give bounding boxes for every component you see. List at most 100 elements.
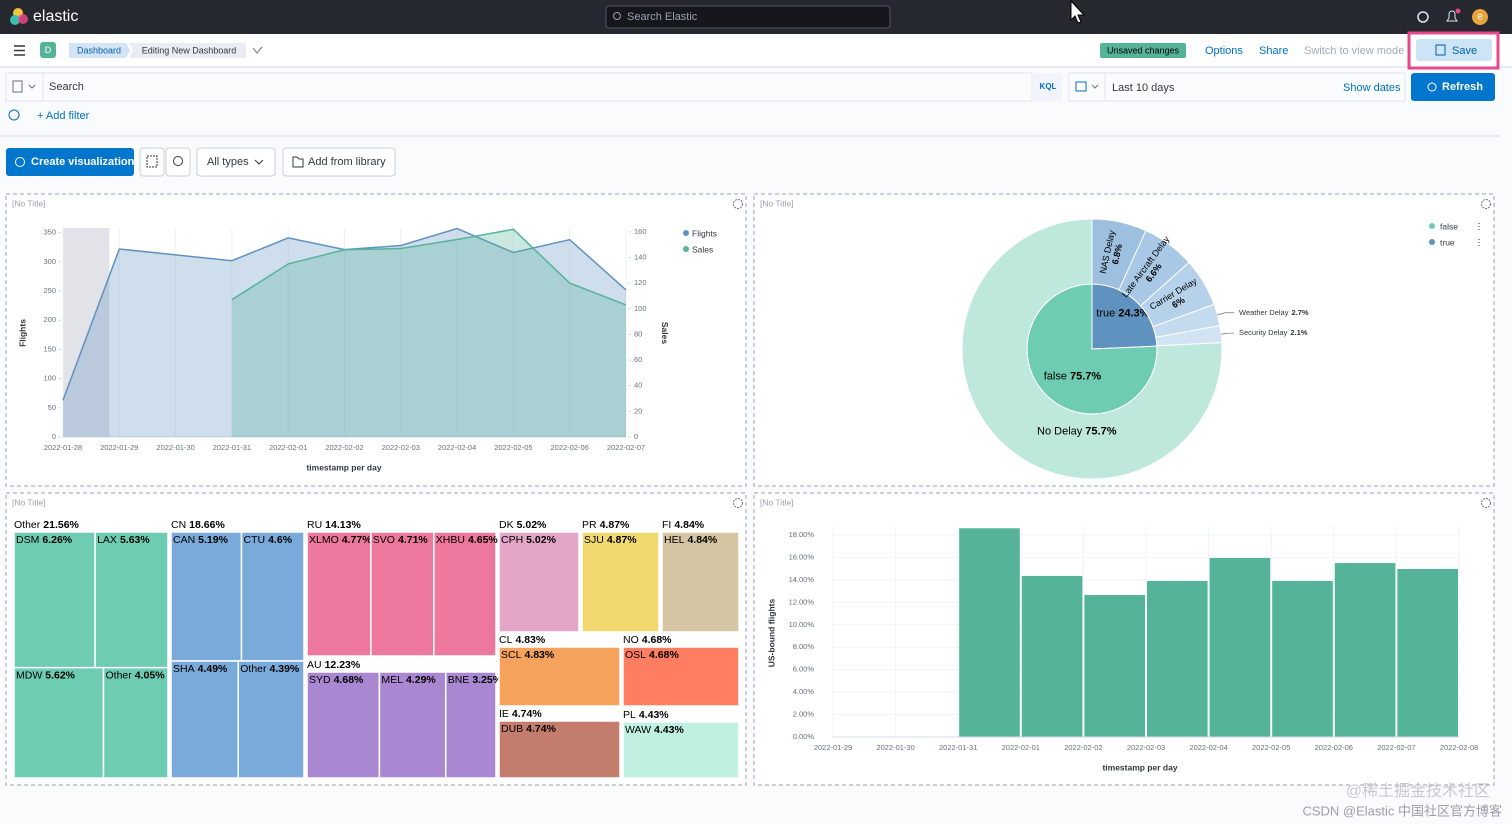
leader-line xyxy=(1217,312,1234,316)
label-name: IE xyxy=(499,708,509,720)
avatar[interactable] xyxy=(1472,9,1488,25)
time-range[interactable]: Last 10 days xyxy=(1112,82,1175,94)
news-icon[interactable] xyxy=(1446,10,1458,22)
tick-label: 2022-02-05 xyxy=(494,443,532,452)
tick-label: 2022-02-07 xyxy=(1377,743,1415,752)
tick-label: 2022-02-07 xyxy=(607,443,645,452)
tile xyxy=(306,531,372,657)
label-value: 4.6% xyxy=(268,534,293,546)
tick-label: 2022-02-04 xyxy=(438,443,476,452)
highlight-box xyxy=(1407,31,1500,70)
nav-link[interactable]: Options xyxy=(1205,45,1243,57)
tick-label: 16.00% xyxy=(789,552,815,561)
data-label: XHBU 4.65% xyxy=(436,534,499,546)
logo-text[interactable]: elastic xyxy=(33,8,78,25)
maps-button[interactable] xyxy=(165,147,191,177)
date-picker[interactable] xyxy=(1068,72,1406,102)
bar xyxy=(959,528,1020,737)
panel-options[interactable] xyxy=(733,199,743,209)
data-label: CAN 5.19% xyxy=(173,534,229,546)
nav-link[interactable]: Switch to view mode xyxy=(1304,45,1404,57)
label-name: OSL xyxy=(625,649,646,661)
help-icon[interactable] xyxy=(1417,11,1429,23)
data-label: HEL 4.84% xyxy=(664,534,718,546)
tile xyxy=(237,660,305,779)
tick-label: 2.00% xyxy=(793,710,815,719)
data-label: true 24.3% xyxy=(1096,307,1149,319)
tick-label: 2022-02-03 xyxy=(1127,743,1165,752)
label-value: 4.29% xyxy=(406,674,436,686)
breadcrumb-text[interactable]: Dashboard xyxy=(77,45,121,55)
breadcrumb xyxy=(129,43,246,58)
tick-label: 4.00% xyxy=(793,687,815,696)
save-label[interactable]: Save xyxy=(1452,45,1477,57)
panel-title: [No Title] xyxy=(760,198,794,208)
tick-label: 150 xyxy=(43,344,56,353)
data-label: false 75.7% xyxy=(1044,370,1102,382)
language-switch[interactable] xyxy=(1034,73,1062,101)
label-value: 18.66% xyxy=(189,519,225,531)
folder-icon xyxy=(292,156,304,168)
query-input[interactable] xyxy=(5,72,1033,102)
tick-label: 0 xyxy=(52,432,56,441)
tile xyxy=(13,531,96,669)
panel-options[interactable] xyxy=(1481,498,1491,508)
types-label[interactable]: All types xyxy=(207,156,249,168)
menu-button[interactable] xyxy=(14,45,25,56)
panel-options[interactable] xyxy=(1481,199,1491,209)
tick-label: 100 xyxy=(634,304,647,313)
tile xyxy=(240,531,305,662)
label-name: CAN xyxy=(173,534,195,546)
search-icon xyxy=(613,12,621,20)
label-name: XHBU xyxy=(436,534,465,546)
legend-label: false xyxy=(1440,221,1458,231)
label-value: 75.7% xyxy=(1070,370,1101,382)
show-dates[interactable]: Show dates xyxy=(1343,82,1401,94)
tile xyxy=(444,671,497,779)
language-label[interactable]: KQL xyxy=(1040,82,1057,91)
breadcrumb[interactable] xyxy=(69,43,130,58)
saved-query-icon[interactable] xyxy=(12,80,23,93)
series-area xyxy=(231,229,626,437)
tick-label: 2022-01-29 xyxy=(100,443,138,452)
tick-label: 2022-01-28 xyxy=(44,443,82,452)
nav-link[interactable]: Share xyxy=(1259,45,1288,57)
legend-label: true xyxy=(1440,237,1455,247)
label-value: 4.05% xyxy=(135,669,165,681)
label-name: LAX xyxy=(97,534,117,546)
refresh-icon xyxy=(1427,82,1437,92)
space-badge[interactable] xyxy=(40,42,56,58)
label-value: 4.71% xyxy=(398,534,428,546)
panel-options[interactable] xyxy=(733,498,743,508)
label-value: 4.49% xyxy=(198,663,228,675)
global-search[interactable] xyxy=(605,5,891,29)
tick-label: 300 xyxy=(43,257,56,266)
label-value: 6.26% xyxy=(42,534,72,546)
label-value: 24.3% xyxy=(1118,307,1149,319)
nav-bar xyxy=(0,34,1512,67)
create-button[interactable] xyxy=(6,148,134,176)
label-name: PL xyxy=(623,709,636,721)
x-axis-title: timestamp per day xyxy=(1102,762,1177,772)
cursor xyxy=(1070,0,1086,24)
label-name: SYD xyxy=(309,674,331,686)
markdown-button[interactable] xyxy=(139,147,165,177)
add-filter[interactable]: + Add filter xyxy=(37,110,90,122)
library-label[interactable]: Add from library xyxy=(308,156,386,168)
tick-label: 20 xyxy=(634,406,642,415)
panel-title: [No Title] xyxy=(12,497,46,507)
filter-icon[interactable] xyxy=(8,109,20,121)
title-check[interactable] xyxy=(252,46,263,54)
label-name: CL xyxy=(499,634,513,646)
label-name: BNE xyxy=(448,674,470,686)
refresh-label[interactable]: Refresh xyxy=(1442,81,1483,93)
tile xyxy=(370,531,435,657)
tick-label: 2022-02-01 xyxy=(1002,743,1040,752)
space-initial: D xyxy=(45,45,52,55)
tick-label: 14.00% xyxy=(789,575,815,584)
refresh-button[interactable] xyxy=(1411,73,1495,101)
types-button[interactable] xyxy=(196,147,276,177)
create-label[interactable]: Create visualization xyxy=(31,156,135,168)
save-button[interactable] xyxy=(1416,39,1492,61)
library-button[interactable] xyxy=(282,147,396,177)
